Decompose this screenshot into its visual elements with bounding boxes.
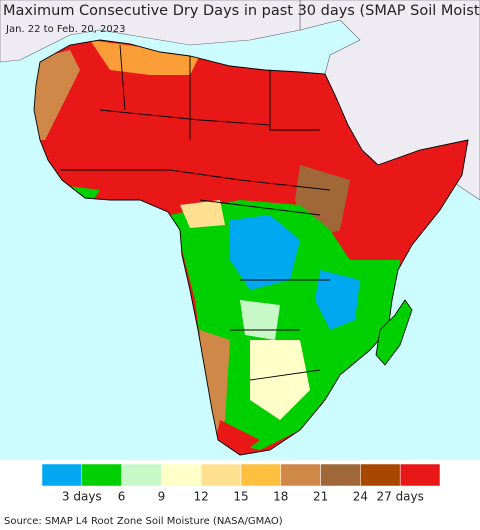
legend-swatch — [81, 463, 122, 487]
legend-swatch — [320, 463, 361, 487]
legend-label: 24 — [353, 490, 368, 504]
legend-swatch — [280, 463, 321, 487]
subtitle: Jan. 22 to Feb. 20, 2023 — [5, 24, 126, 35]
legend-label: 21 — [313, 490, 328, 504]
legend: 3 days 6 9 12 15 18 21 24 27 days — [41, 463, 441, 504]
legend-swatch — [200, 463, 242, 487]
legend-swatch — [240, 463, 282, 487]
legend-label: 9 — [158, 490, 166, 504]
legend-label: 27 days — [376, 490, 423, 504]
legend-label: 15 — [233, 490, 248, 504]
legend-swatch — [360, 463, 401, 487]
africa-outline — [33, 39, 469, 456]
country-borders — [60, 44, 331, 381]
legend-label: 18 — [273, 490, 288, 504]
source: Source: SMAP L4 Root Zone Soil Moisture … — [4, 516, 283, 527]
europe — [0, 0, 301, 63]
legend-label: 12 — [194, 490, 209, 504]
madagascar — [375, 299, 413, 366]
legend-label: 3 days — [62, 490, 102, 504]
legend-swatch — [161, 463, 202, 487]
legend-label: 6 — [118, 490, 126, 504]
legend-swatch — [399, 463, 441, 487]
legend-swatch — [41, 463, 83, 487]
title: Maximum Consecutive Dry Days in past 30 … — [3, 3, 480, 19]
legend-swatch — [121, 463, 162, 487]
